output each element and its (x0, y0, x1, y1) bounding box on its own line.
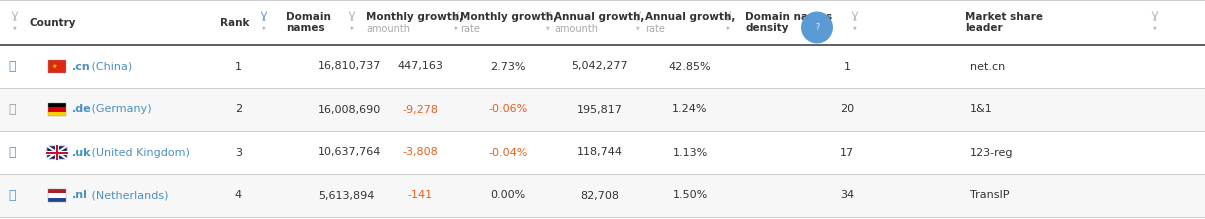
Text: rate: rate (645, 25, 665, 35)
Text: .de: .de (72, 104, 92, 115)
Text: 🔓: 🔓 (8, 103, 16, 116)
Bar (48, 193, 66, 198)
Text: 5,042,277: 5,042,277 (571, 62, 628, 71)
Text: ?: ? (815, 23, 819, 32)
Text: (China): (China) (88, 62, 133, 71)
Text: 5,613,894: 5,613,894 (318, 191, 375, 201)
Bar (48, 107, 66, 112)
Text: ★: ★ (51, 64, 57, 69)
Text: 1: 1 (235, 62, 242, 71)
Text: -9,278: -9,278 (402, 104, 437, 115)
Bar (0, 131, 1205, 174)
Text: ▲: ▲ (454, 15, 458, 20)
Text: ▲: ▲ (727, 15, 730, 20)
Text: rate: rate (460, 25, 480, 35)
Text: Monthly growth,: Monthly growth, (366, 12, 463, 23)
Text: Domain
names: Domain names (286, 12, 331, 33)
Text: ▲: ▲ (13, 15, 17, 20)
Text: ▲: ▲ (853, 15, 857, 20)
Text: ▲: ▲ (636, 15, 640, 20)
Text: ▼: ▼ (853, 25, 857, 30)
Text: 3: 3 (235, 148, 242, 157)
Text: TransIP: TransIP (970, 191, 1010, 201)
Bar (48, 60, 66, 73)
Bar (48, 198, 66, 202)
Text: 🔒: 🔒 (8, 146, 16, 159)
Text: ▼: ▼ (546, 25, 549, 30)
Text: .cn: .cn (72, 62, 90, 71)
Text: 🔒: 🔒 (8, 60, 16, 73)
Text: -141: -141 (407, 191, 433, 201)
Text: Country: Country (30, 18, 76, 28)
Text: ▲: ▲ (263, 15, 266, 20)
Text: 4: 4 (235, 191, 242, 201)
Text: 195,817: 195,817 (577, 104, 623, 115)
Text: 118,744: 118,744 (577, 148, 623, 157)
Bar (48, 103, 66, 116)
Text: Rank: Rank (221, 18, 249, 28)
Bar (48, 103, 66, 107)
Text: (Germany): (Germany) (88, 104, 152, 115)
Text: ▼: ▼ (13, 25, 17, 30)
Text: 1.24%: 1.24% (672, 104, 707, 115)
Text: 16,008,690: 16,008,690 (318, 104, 381, 115)
Bar (0, 45, 1205, 88)
Text: 42.85%: 42.85% (669, 62, 711, 71)
Text: Annual growth,: Annual growth, (554, 12, 645, 23)
Bar (48, 189, 66, 193)
Text: .nl: .nl (72, 191, 88, 201)
Text: 17: 17 (840, 148, 854, 157)
Bar (0, 0, 1205, 45)
Text: -0.06%: -0.06% (488, 104, 528, 115)
Text: -0.04%: -0.04% (488, 148, 528, 157)
Text: 123-reg: 123-reg (970, 148, 1013, 157)
Text: net.cn: net.cn (970, 62, 1005, 71)
Text: amounth: amounth (366, 25, 410, 35)
Text: ▼: ▼ (1153, 25, 1157, 30)
Text: Annual growth,: Annual growth, (645, 12, 735, 23)
Text: 1.50%: 1.50% (672, 191, 707, 201)
Text: 20: 20 (840, 104, 854, 115)
Text: ▼: ▼ (263, 25, 266, 30)
Text: 1: 1 (844, 62, 851, 71)
Bar (0, 88, 1205, 131)
Bar (47, 146, 67, 159)
Bar (48, 189, 66, 202)
Text: 82,708: 82,708 (581, 191, 619, 201)
Text: .uk: .uk (72, 148, 92, 157)
Bar (48, 112, 66, 116)
Text: -3,808: -3,808 (402, 148, 437, 157)
Text: ▼: ▼ (727, 25, 730, 30)
Bar (0, 174, 1205, 217)
Text: 34: 34 (840, 191, 854, 201)
Text: 0.00%: 0.00% (490, 191, 525, 201)
Text: amounth: amounth (554, 25, 598, 35)
Text: ▲: ▲ (1153, 15, 1157, 20)
Text: 1.13%: 1.13% (672, 148, 707, 157)
Text: (United Kingdom): (United Kingdom) (88, 148, 190, 157)
Text: Market share
leader: Market share leader (965, 12, 1044, 33)
Text: 🔒: 🔒 (8, 189, 16, 202)
Text: (Netherlands): (Netherlands) (88, 191, 169, 201)
Text: ▼: ▼ (454, 25, 458, 30)
Text: 2.73%: 2.73% (490, 62, 525, 71)
Text: ▼: ▼ (351, 25, 354, 30)
Text: Monthly growth,: Monthly growth, (460, 12, 557, 23)
Text: 16,810,737: 16,810,737 (318, 62, 381, 71)
Text: Domain names
density: Domain names density (745, 12, 833, 33)
Text: 447,163: 447,163 (398, 62, 443, 71)
Text: 2: 2 (235, 104, 242, 115)
Text: 10,637,764: 10,637,764 (318, 148, 381, 157)
Bar (47, 146, 67, 159)
Text: 1&1: 1&1 (970, 104, 993, 115)
Text: ▲: ▲ (546, 15, 549, 20)
Text: ▲: ▲ (351, 15, 354, 20)
Text: ▼: ▼ (636, 25, 640, 30)
